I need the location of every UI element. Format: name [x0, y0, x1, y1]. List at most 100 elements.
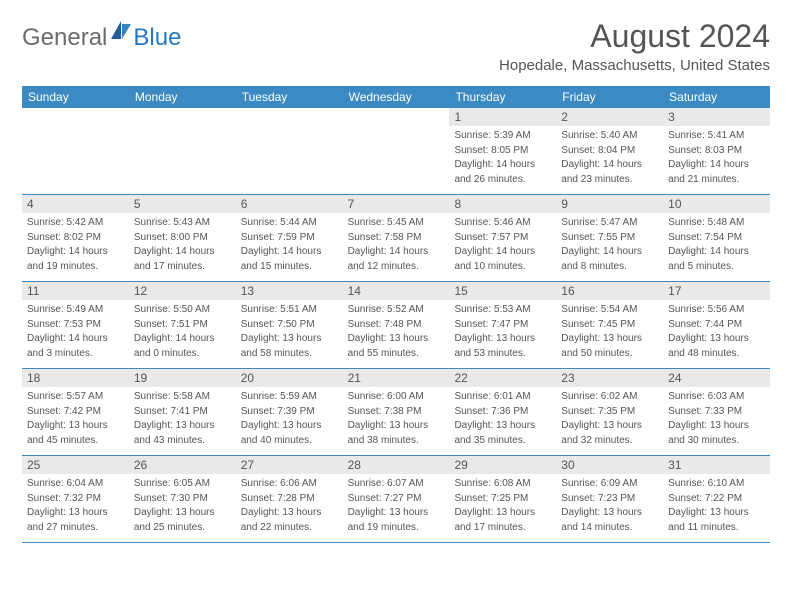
day-info: Sunrise: 5:59 AMSunset: 7:39 PMDaylight:…: [236, 387, 343, 451]
info-line: Daylight: 14 hours: [348, 245, 445, 259]
day-info: Sunrise: 5:43 AMSunset: 8:00 PMDaylight:…: [129, 213, 236, 277]
info-line: and 12 minutes.: [348, 260, 445, 274]
info-line: Sunrise: 5:41 AM: [668, 129, 765, 143]
info-line: and 45 minutes.: [27, 434, 124, 448]
info-line: Sunrise: 6:05 AM: [134, 477, 231, 491]
day-info: Sunrise: 5:54 AMSunset: 7:45 PMDaylight:…: [556, 300, 663, 364]
info-line: and 11 minutes.: [668, 521, 765, 535]
day-number: 22: [449, 369, 556, 387]
info-line: and 14 minutes.: [561, 521, 658, 535]
info-line: Sunset: 7:30 PM: [134, 492, 231, 506]
info-line: and 23 minutes.: [561, 173, 658, 187]
info-line: and 3 minutes.: [27, 347, 124, 361]
logo-word-2: Blue: [133, 24, 181, 52]
info-line: Sunrise: 5:47 AM: [561, 216, 658, 230]
info-line: Sunrise: 5:48 AM: [668, 216, 765, 230]
info-line: Daylight: 13 hours: [241, 332, 338, 346]
day-number: 15: [449, 282, 556, 300]
sail-icon: [111, 21, 133, 46]
calendar-cell: 24Sunrise: 6:03 AMSunset: 7:33 PMDayligh…: [663, 369, 770, 455]
info-line: Sunrise: 6:08 AM: [454, 477, 551, 491]
day-number: 31: [663, 456, 770, 474]
day-header: Monday: [129, 86, 236, 108]
day-info: Sunrise: 6:04 AMSunset: 7:32 PMDaylight:…: [22, 474, 129, 538]
day-number: 6: [236, 195, 343, 213]
info-line: Daylight: 14 hours: [134, 245, 231, 259]
day-info: Sunrise: 5:45 AMSunset: 7:58 PMDaylight:…: [343, 213, 450, 277]
logo-word-1: General: [22, 24, 107, 52]
info-line: Daylight: 13 hours: [561, 419, 658, 433]
info-line: Sunrise: 5:57 AM: [27, 390, 124, 404]
info-line: Sunrise: 5:59 AM: [241, 390, 338, 404]
day-number: 18: [22, 369, 129, 387]
info-line: and 50 minutes.: [561, 347, 658, 361]
info-line: Daylight: 14 hours: [134, 332, 231, 346]
info-line: Sunset: 7:25 PM: [454, 492, 551, 506]
info-line: Sunrise: 5:56 AM: [668, 303, 765, 317]
day-header: Thursday: [449, 86, 556, 108]
info-line: Sunset: 7:35 PM: [561, 405, 658, 419]
info-line: Daylight: 13 hours: [348, 332, 445, 346]
info-line: Sunset: 7:41 PM: [134, 405, 231, 419]
info-line: Sunset: 7:28 PM: [241, 492, 338, 506]
day-info: Sunrise: 6:10 AMSunset: 7:22 PMDaylight:…: [663, 474, 770, 538]
info-line: Daylight: 14 hours: [241, 245, 338, 259]
info-line: and 30 minutes.: [668, 434, 765, 448]
info-line: Daylight: 13 hours: [561, 332, 658, 346]
calendar-cell: 7Sunrise: 5:45 AMSunset: 7:58 PMDaylight…: [343, 195, 450, 281]
calendar-cell: 20Sunrise: 5:59 AMSunset: 7:39 PMDayligh…: [236, 369, 343, 455]
info-line: Sunrise: 5:43 AM: [134, 216, 231, 230]
info-line: Sunset: 8:05 PM: [454, 144, 551, 158]
info-line: Sunrise: 5:46 AM: [454, 216, 551, 230]
day-info: Sunrise: 5:46 AMSunset: 7:57 PMDaylight:…: [449, 213, 556, 277]
day-number: 13: [236, 282, 343, 300]
calendar-cell: [129, 108, 236, 194]
info-line: Sunset: 7:32 PM: [27, 492, 124, 506]
calendar-week: 25Sunrise: 6:04 AMSunset: 7:32 PMDayligh…: [22, 456, 770, 543]
info-line: Daylight: 14 hours: [454, 245, 551, 259]
title-block: August 2024 Hopedale, Massachusetts, Uni…: [499, 18, 770, 74]
calendar-cell: 11Sunrise: 5:49 AMSunset: 7:53 PMDayligh…: [22, 282, 129, 368]
day-number: 3: [663, 108, 770, 126]
day-info: Sunrise: 5:57 AMSunset: 7:42 PMDaylight:…: [22, 387, 129, 451]
day-number: 7: [343, 195, 450, 213]
day-number: 29: [449, 456, 556, 474]
info-line: and 48 minutes.: [668, 347, 765, 361]
calendar-cell: 2Sunrise: 5:40 AMSunset: 8:04 PMDaylight…: [556, 108, 663, 194]
day-info: Sunrise: 5:49 AMSunset: 7:53 PMDaylight:…: [22, 300, 129, 364]
calendar-cell: 23Sunrise: 6:02 AMSunset: 7:35 PMDayligh…: [556, 369, 663, 455]
info-line: Sunset: 7:57 PM: [454, 231, 551, 245]
calendar-cell: [22, 108, 129, 194]
calendar-cell: 19Sunrise: 5:58 AMSunset: 7:41 PMDayligh…: [129, 369, 236, 455]
calendar-week: 11Sunrise: 5:49 AMSunset: 7:53 PMDayligh…: [22, 282, 770, 369]
info-line: Daylight: 13 hours: [454, 419, 551, 433]
calendar-cell: 15Sunrise: 5:53 AMSunset: 7:47 PMDayligh…: [449, 282, 556, 368]
day-header: Saturday: [663, 86, 770, 108]
calendar-cell: 5Sunrise: 5:43 AMSunset: 8:00 PMDaylight…: [129, 195, 236, 281]
calendar-cell: 22Sunrise: 6:01 AMSunset: 7:36 PMDayligh…: [449, 369, 556, 455]
day-info: Sunrise: 5:44 AMSunset: 7:59 PMDaylight:…: [236, 213, 343, 277]
day-info: Sunrise: 6:03 AMSunset: 7:33 PMDaylight:…: [663, 387, 770, 451]
day-info: Sunrise: 6:05 AMSunset: 7:30 PMDaylight:…: [129, 474, 236, 538]
info-line: Sunset: 7:53 PM: [27, 318, 124, 332]
info-line: and 19 minutes.: [348, 521, 445, 535]
calendar-cell: [236, 108, 343, 194]
info-line: Sunset: 7:42 PM: [27, 405, 124, 419]
calendar-cell: 30Sunrise: 6:09 AMSunset: 7:23 PMDayligh…: [556, 456, 663, 542]
info-line: Sunset: 7:22 PM: [668, 492, 765, 506]
info-line: Sunrise: 5:54 AM: [561, 303, 658, 317]
day-number: 10: [663, 195, 770, 213]
day-number: 26: [129, 456, 236, 474]
info-line: Sunrise: 6:06 AM: [241, 477, 338, 491]
day-info: Sunrise: 5:40 AMSunset: 8:04 PMDaylight:…: [556, 126, 663, 190]
info-line: Sunset: 7:44 PM: [668, 318, 765, 332]
info-line: and 27 minutes.: [27, 521, 124, 535]
info-line: and 40 minutes.: [241, 434, 338, 448]
info-line: Sunrise: 5:39 AM: [454, 129, 551, 143]
calendar-cell: 12Sunrise: 5:50 AMSunset: 7:51 PMDayligh…: [129, 282, 236, 368]
info-line: Daylight: 14 hours: [561, 245, 658, 259]
calendar-cell: 25Sunrise: 6:04 AMSunset: 7:32 PMDayligh…: [22, 456, 129, 542]
calendar-cell: 4Sunrise: 5:42 AMSunset: 8:02 PMDaylight…: [22, 195, 129, 281]
info-line: and 53 minutes.: [454, 347, 551, 361]
info-line: and 19 minutes.: [27, 260, 124, 274]
